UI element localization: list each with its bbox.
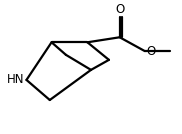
Text: O: O [147,45,156,58]
Text: O: O [115,3,124,16]
Text: HN: HN [7,73,25,86]
